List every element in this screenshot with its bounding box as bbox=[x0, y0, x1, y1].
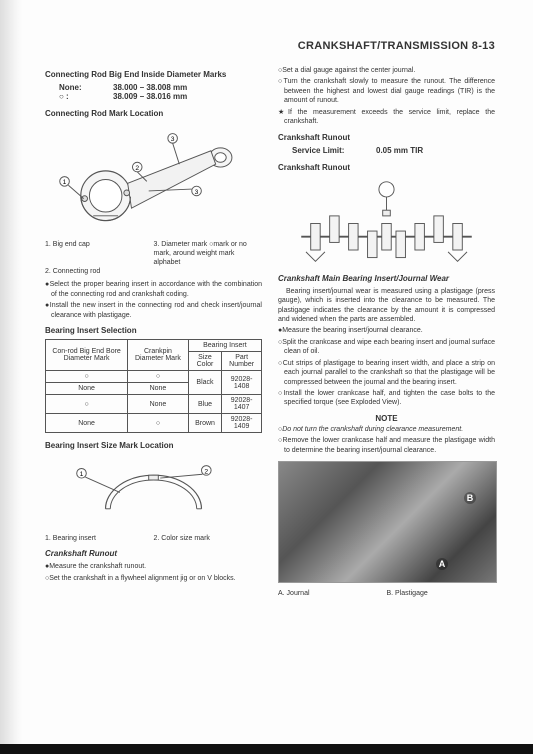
binding-shadow bbox=[0, 0, 22, 754]
td: Black bbox=[188, 371, 221, 395]
svg-text:1: 1 bbox=[80, 471, 84, 478]
page-header: CRANKSHAFT/TRANSMISSION 8-13 bbox=[45, 40, 495, 52]
spec-value: 0.05 mm TIR bbox=[376, 146, 423, 155]
td: Brown bbox=[188, 414, 221, 433]
title-runout-spec: Crankshaft Runout bbox=[278, 133, 495, 142]
table-row: ○ ○ Black 92028-1408 bbox=[46, 371, 262, 383]
title-main-bearing: Crankshaft Main Bearing Insert/Journal W… bbox=[278, 274, 495, 283]
th: Part Number bbox=[222, 352, 262, 371]
figure-bearing-insert: 1 2 bbox=[45, 456, 262, 528]
spec-row: Service Limit: 0.05 mm TIR bbox=[292, 146, 495, 155]
photo-caption: A. Journal B. Plastigage bbox=[278, 589, 495, 598]
td: ○ bbox=[128, 414, 189, 433]
note-text: ○Do not turn the crankshaft during clear… bbox=[278, 425, 495, 434]
svg-text:3: 3 bbox=[171, 136, 175, 143]
caption: B. Plastigage bbox=[387, 589, 496, 598]
caption: A. Journal bbox=[278, 589, 387, 598]
td: ○ bbox=[128, 371, 189, 383]
td: 92028-1407 bbox=[222, 395, 262, 414]
td: None bbox=[128, 383, 189, 395]
photo-plastigage: B A bbox=[278, 461, 497, 583]
spec-box: None: 38.000 – 38.008 mm ○ : 38.009 – 38… bbox=[59, 83, 262, 101]
paragraph: ●Measure the bearing insert/journal clea… bbox=[278, 326, 495, 335]
td: None bbox=[46, 414, 128, 433]
paragraph: ○Turn the crankshaft slowly to measure t… bbox=[278, 77, 495, 105]
paragraph: ○Install the lower crankcase half, and t… bbox=[278, 389, 495, 408]
table-row: Con-rod Big End Bore Diameter Mark Crank… bbox=[46, 340, 262, 352]
figure-crankshaft bbox=[278, 178, 495, 268]
paragraph: ○Split the crankcase and wipe each beari… bbox=[278, 338, 495, 357]
spec-box: Service Limit: 0.05 mm TIR bbox=[292, 146, 495, 155]
td: Blue bbox=[188, 395, 221, 414]
left-column: Connecting Rod Big End Inside Diameter M… bbox=[45, 64, 262, 602]
paragraph: Bearing insert/journal wear is measured … bbox=[278, 287, 495, 325]
paragraph: ○Remove the lower crankcase half and mea… bbox=[278, 436, 495, 455]
columns: Connecting Rod Big End Inside Diameter M… bbox=[45, 64, 495, 602]
td: None bbox=[128, 395, 189, 414]
paragraph: ○Set a dial gauge against the center jou… bbox=[278, 66, 495, 75]
note-title: NOTE bbox=[278, 414, 495, 423]
title-size-mark: Bearing Insert Size Mark Location bbox=[45, 441, 262, 450]
table-row: ○ None Blue 92028-1407 bbox=[46, 395, 262, 414]
paragraph: ★If the measurement exceeds the service … bbox=[278, 108, 495, 127]
svg-text:3: 3 bbox=[195, 189, 199, 196]
spec-value: 38.009 – 38.016 mm bbox=[113, 92, 187, 101]
caption: 2. Color size mark bbox=[154, 534, 263, 543]
photo-label-a: A bbox=[436, 558, 448, 570]
caption: 3. Diameter mark ○mark or no mark, aroun… bbox=[154, 240, 263, 267]
svg-text:2: 2 bbox=[135, 165, 139, 172]
svg-text:2: 2 bbox=[204, 468, 208, 475]
paragraph: ●Select the proper bearing insert in acc… bbox=[45, 280, 262, 299]
td: 92028-1408 bbox=[222, 371, 262, 395]
paragraph: ●Install the new insert in the connectin… bbox=[45, 301, 262, 320]
scan-edge bbox=[0, 744, 533, 754]
figure2-captions: 1. Bearing insert 2. Color size mark bbox=[45, 534, 262, 543]
title-runout-fig: Crankshaft Runout bbox=[278, 163, 495, 172]
title-rod-mark-location: Connecting Rod Mark Location bbox=[45, 109, 262, 118]
th: Crankpin Diameter Mark bbox=[128, 340, 189, 371]
spec-label: None: bbox=[59, 83, 99, 92]
title-bearing-selection: Bearing Insert Selection bbox=[45, 326, 262, 335]
spec-value: 38.000 – 38.008 mm bbox=[113, 83, 187, 92]
manual-page: CRANKSHAFT/TRANSMISSION 8-13 Connecting … bbox=[0, 0, 533, 754]
svg-text:1: 1 bbox=[63, 179, 67, 186]
figure1-captions: 1. Big end cap 3. Diameter mark ○mark or… bbox=[45, 240, 262, 276]
photo-label-b: B bbox=[464, 492, 476, 504]
right-column: ○Set a dial gauge against the center jou… bbox=[278, 64, 495, 602]
td: None bbox=[46, 383, 128, 395]
td: 92028-1409 bbox=[222, 414, 262, 433]
table-row: None ○ Brown 92028-1409 bbox=[46, 414, 262, 433]
spec-row: ○ : 38.009 – 38.016 mm bbox=[59, 92, 262, 101]
paragraph: ●Measure the crankshaft runout. bbox=[45, 562, 262, 571]
spec-label: ○ : bbox=[59, 92, 99, 101]
th: Bearing Insert bbox=[188, 340, 261, 352]
th: Con-rod Big End Bore Diameter Mark bbox=[46, 340, 128, 371]
figure-connecting-rod: 2 3 1 3 bbox=[45, 124, 262, 234]
paragraph: ○Set the crankshaft in a flywheel alignm… bbox=[45, 574, 262, 583]
title-runout: Crankshaft Runout bbox=[45, 549, 262, 558]
th: Size Color bbox=[188, 352, 221, 371]
caption: 2. Connecting rod bbox=[45, 267, 154, 276]
caption: 1. Bearing insert bbox=[45, 534, 154, 543]
spec-row: None: 38.000 – 38.008 mm bbox=[59, 83, 262, 92]
spec-label: Service Limit: bbox=[292, 146, 362, 155]
td: ○ bbox=[46, 371, 128, 383]
td: ○ bbox=[46, 395, 128, 414]
title-diameter-marks: Connecting Rod Big End Inside Diameter M… bbox=[45, 70, 262, 79]
caption: 1. Big end cap bbox=[45, 240, 154, 267]
paragraph: ○Cut strips of plastigage to bearing ins… bbox=[278, 359, 495, 387]
bearing-insert-table: Con-rod Big End Bore Diameter Mark Crank… bbox=[45, 339, 262, 433]
